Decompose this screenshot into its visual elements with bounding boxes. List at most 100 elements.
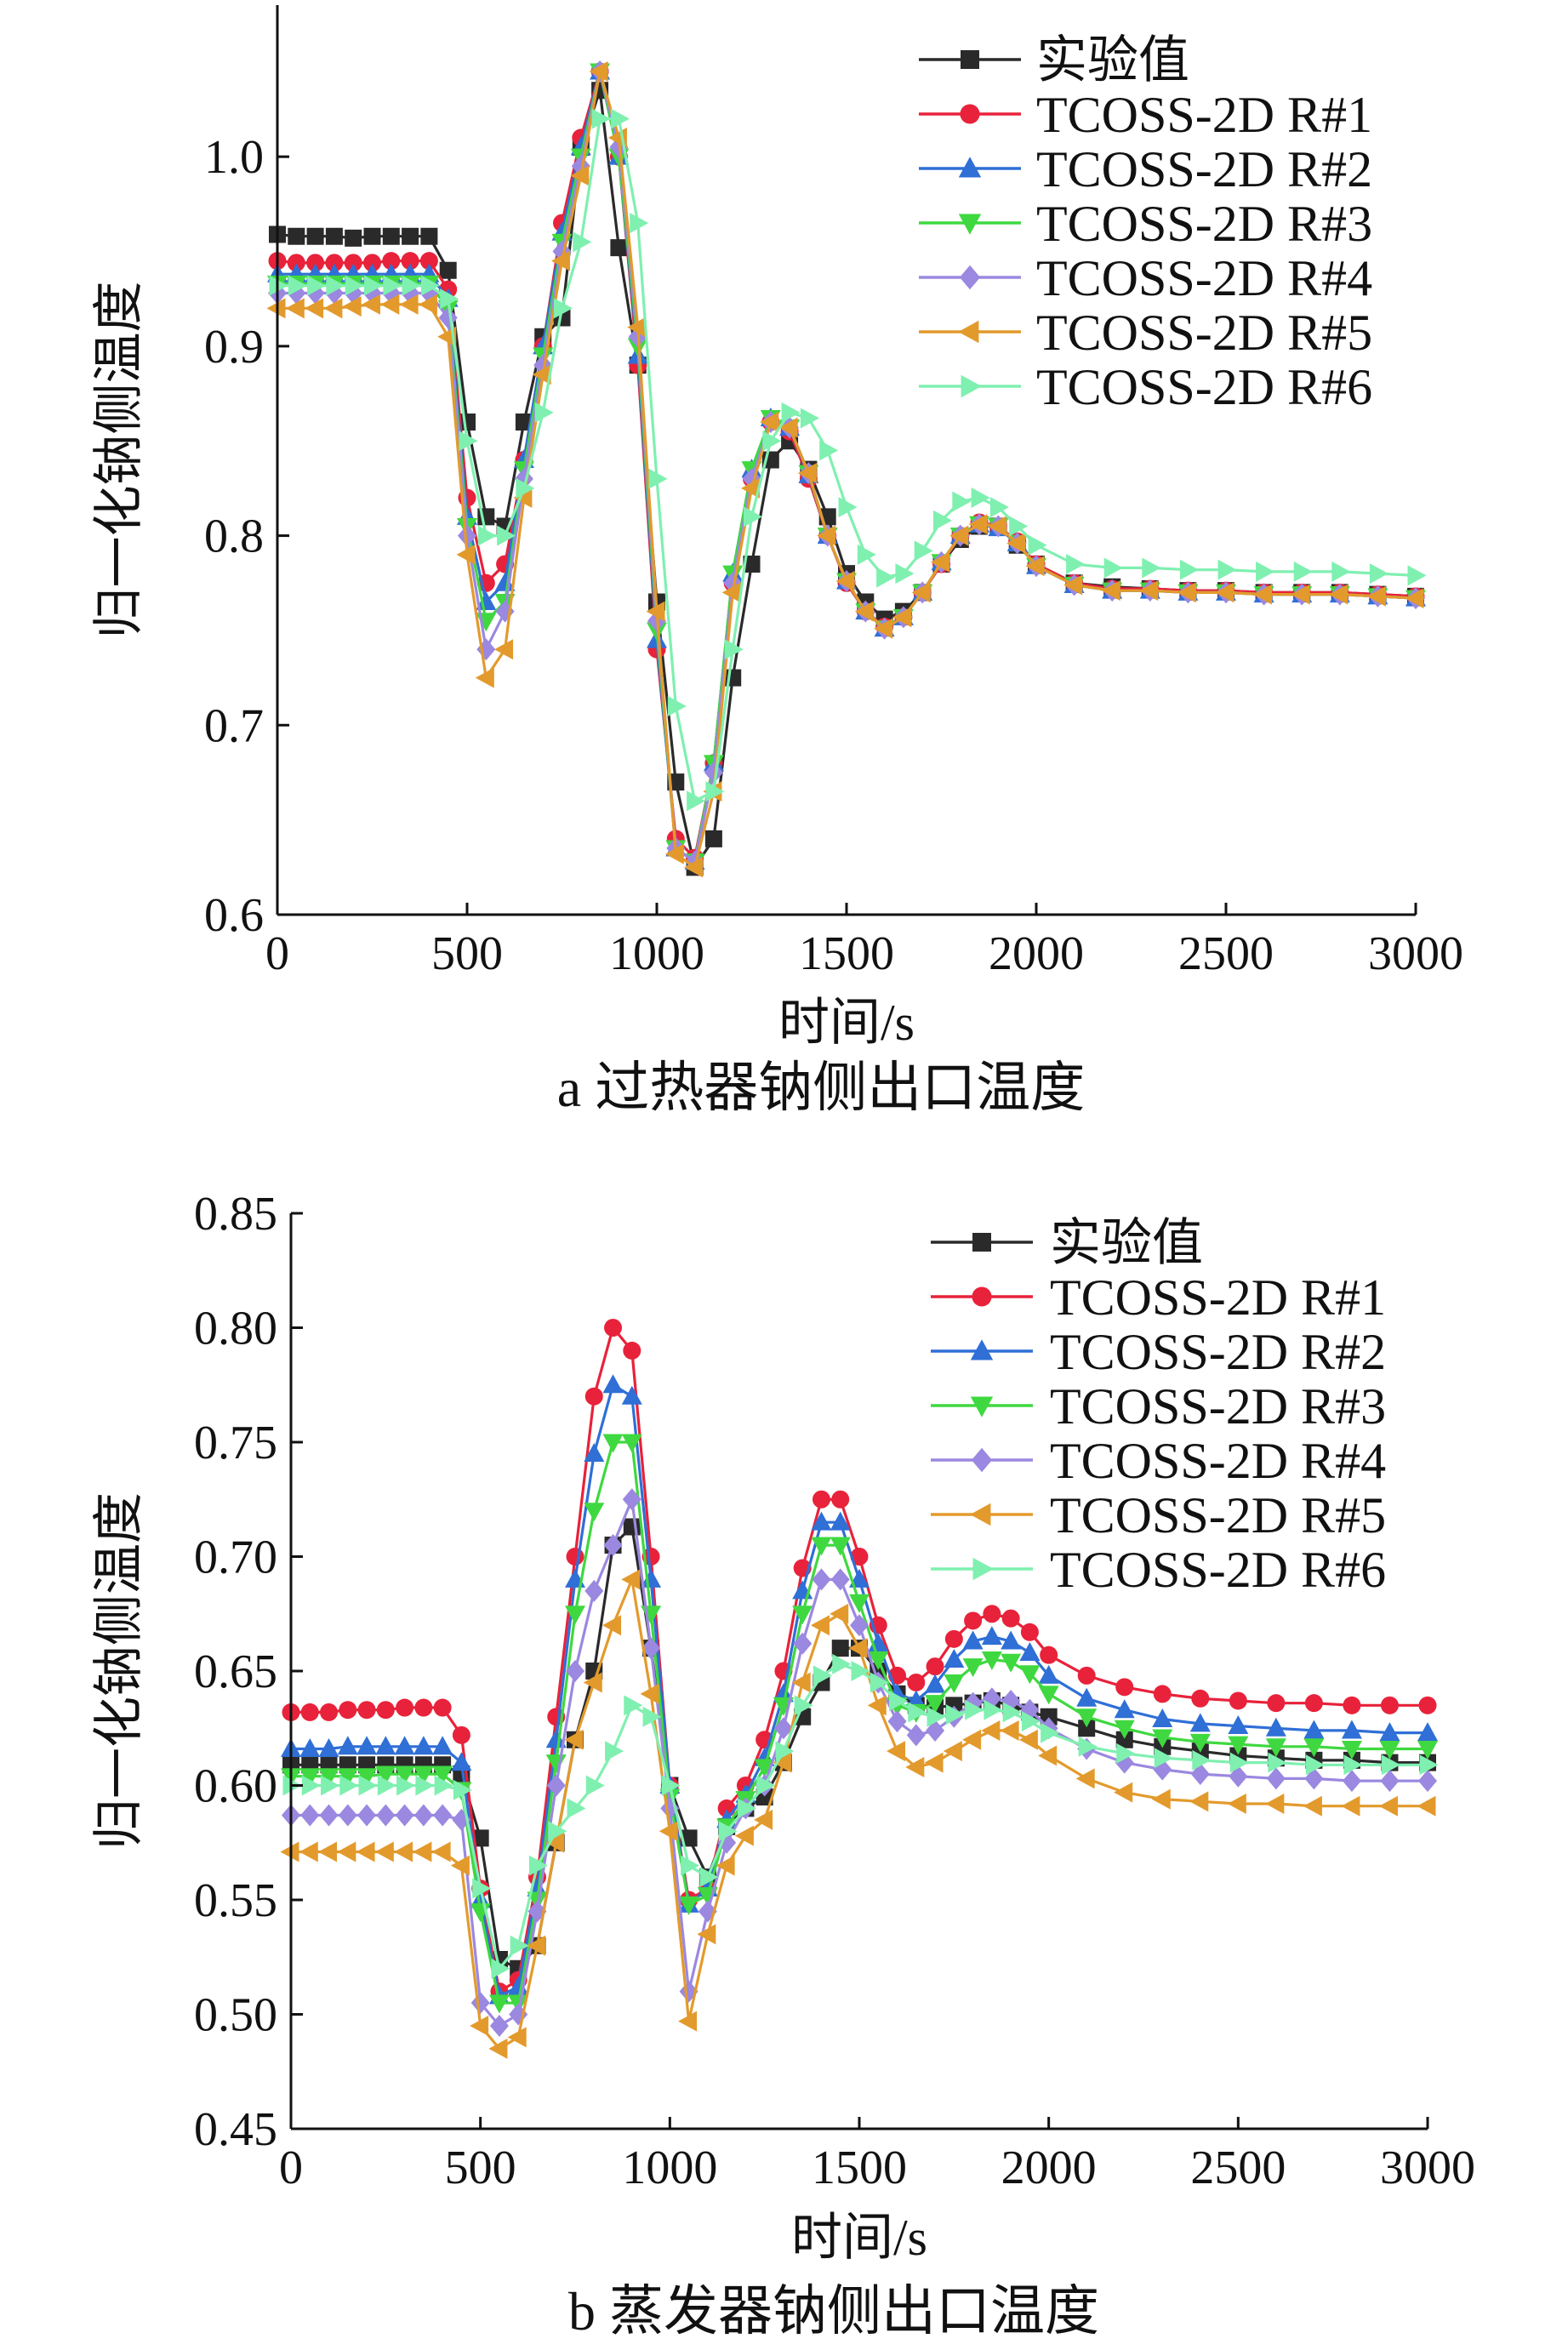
data-point-a-5-48: [1329, 584, 1348, 605]
x-tick-label-b-3: 1500: [812, 2142, 907, 2194]
data-point-b-3-45: [1228, 1736, 1249, 1755]
data-point-b-6-15: [567, 1798, 586, 1819]
data-point-b-2-38: [1001, 1630, 1022, 1650]
data-point-a-4-10: [458, 524, 476, 547]
data-point-b-5-6: [394, 1841, 413, 1862]
data-point-b-6-9: [453, 1779, 472, 1800]
data-point-b-1-29: [831, 1490, 850, 1509]
data-point-b-5-42: [1114, 1782, 1133, 1803]
data-point-b-6-12: [510, 1935, 529, 1956]
data-point-b-2-39: [1019, 1641, 1041, 1661]
data-point-b-6-24: [737, 1798, 756, 1819]
y-tick-label-b-7: 0.80: [194, 1303, 277, 1355]
data-point-b-2-29: [830, 1511, 851, 1531]
data-point-b-4-49: [1380, 1770, 1400, 1793]
data-point-b-3-41: [1076, 1708, 1098, 1728]
data-point-b-6-23: [718, 1821, 738, 1842]
data-point-b-2-16: [584, 1442, 605, 1462]
data-point-b-3-3: [337, 1768, 358, 1788]
legend-label-b-0: 实验值: [1050, 1215, 1203, 1271]
data-point-a-5-49: [1366, 585, 1386, 607]
data-point-b-5-13: [526, 1935, 545, 1956]
series-a-5: [266, 60, 1424, 878]
data-point-a-6-18: [610, 108, 630, 129]
data-point-b-6-48: [1343, 1754, 1363, 1776]
data-point-a-5-46: [1253, 584, 1273, 605]
data-point-b-3-19: [641, 1606, 662, 1625]
data-point-b-6-30: [851, 1661, 870, 1681]
x-tick-label-a-0: 0: [265, 927, 289, 980]
series-b-6: [282, 1653, 1439, 1979]
data-point-b-1-33: [907, 1673, 926, 1691]
data-point-a-5-16: [570, 165, 590, 186]
data-point-b-1-49: [1380, 1696, 1399, 1714]
data-point-b-5-11: [488, 2038, 508, 2059]
data-point-b-1-46: [1267, 1694, 1286, 1713]
data-point-b-3-50: [1417, 1740, 1438, 1760]
data-point-b-1-5: [376, 1701, 395, 1720]
data-point-b-3-7: [413, 1765, 434, 1785]
data-point-b-5-21: [678, 2011, 698, 2032]
data-point-b-5-44: [1189, 1791, 1209, 1812]
data-point-b-2-3: [337, 1736, 358, 1755]
data-point-a-6-32: [876, 567, 896, 588]
data-point-a-6-39: [1009, 516, 1029, 537]
y-tick-label-b-6: 0.75: [194, 1417, 277, 1469]
data-point-a-5-26: [760, 411, 779, 432]
data-point-b-6-25: [756, 1775, 776, 1796]
data-point-b-0-41: [1078, 1720, 1096, 1737]
y-tick-label-a-2: 0.8: [204, 510, 264, 563]
legend-marker-a-5: [958, 320, 979, 344]
data-point-a-6-49: [1369, 563, 1388, 585]
data-point-a-0-8: [420, 227, 438, 245]
data-point-a-6-12: [497, 525, 516, 546]
data-point-b-4-4: [357, 1804, 377, 1827]
data-point-a-6-1: [288, 275, 307, 296]
data-point-a-6-25: [744, 506, 762, 528]
data-point-b-4-18: [622, 1488, 641, 1511]
data-point-a-0-18: [610, 239, 628, 257]
data-point-b-4-14: [546, 1774, 566, 1797]
data-point-a-1-4: [344, 254, 362, 272]
data-point-a-6-20: [648, 468, 668, 489]
chart-b-evaporator: 0 500 1000 1500 2000 2500 3000 0.45 0.50 0.55 0.60…: [91, 1188, 1475, 2341]
data-point-b-6-1: [301, 1775, 321, 1796]
data-point-b-6-29: [832, 1653, 852, 1674]
data-point-b-3-34: [925, 1695, 946, 1714]
data-point-a-6-8: [420, 275, 440, 296]
data-point-b-2-48: [1341, 1720, 1362, 1739]
data-point-b-4-50: [1418, 1770, 1437, 1793]
data-point-b-1-41: [1077, 1666, 1096, 1685]
data-point-b-0-10: [471, 1829, 489, 1847]
y-tick-label-b-4: 0.65: [194, 1646, 277, 1698]
data-point-a-5-14: [532, 364, 551, 385]
data-point-b-5-7: [413, 1841, 432, 1862]
data-point-b-2-7: [413, 1736, 434, 1755]
data-point-b-4-11: [489, 2014, 509, 2037]
data-point-b-5-40: [1038, 1745, 1058, 1766]
data-point-b-2-50: [1417, 1722, 1438, 1742]
legend-marker-a-4: [959, 265, 981, 290]
data-point-b-2-36: [962, 1630, 984, 1650]
data-point-b-5-49: [1378, 1795, 1398, 1817]
data-point-a-6-35: [933, 510, 952, 531]
data-point-b-4-27: [793, 1632, 813, 1655]
y-tick-label-b-5: 0.70: [194, 1531, 277, 1584]
x-tick-label-b-2: 1000: [622, 2142, 717, 2194]
data-point-b-5-5: [374, 1841, 394, 1862]
data-point-a-6-14: [534, 402, 554, 423]
y-tick-label-a-1: 0.7: [204, 699, 264, 752]
data-point-b-6-16: [585, 1775, 605, 1796]
data-point-a-5-30: [835, 571, 855, 592]
data-point-b-3-15: [565, 1606, 585, 1625]
data-point-b-1-15: [566, 1548, 584, 1566]
data-point-a-5-39: [1006, 533, 1026, 554]
data-point-b-6-31: [870, 1672, 889, 1693]
data-point-b-0-18: [623, 1518, 641, 1536]
data-point-a-5-27: [778, 417, 798, 438]
data-point-a-1-8: [419, 252, 438, 271]
data-point-a-6-15: [554, 298, 573, 319]
data-point-b-6-35: [945, 1704, 965, 1725]
